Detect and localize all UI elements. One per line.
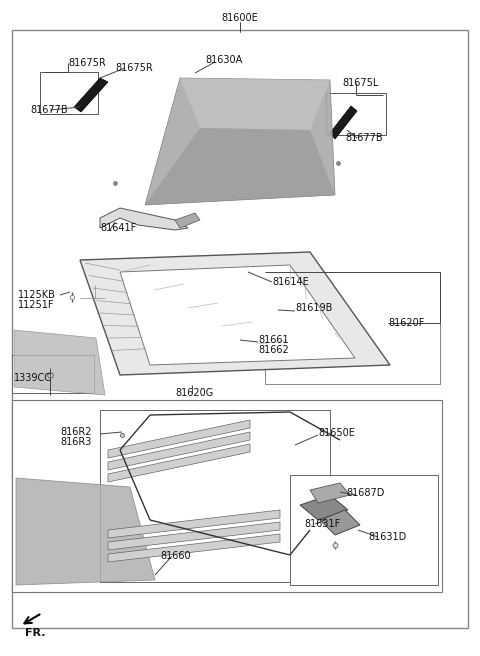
Text: 1339CC: 1339CC	[14, 373, 52, 383]
Polygon shape	[108, 522, 280, 550]
Text: 81631D: 81631D	[368, 532, 406, 542]
Polygon shape	[120, 265, 355, 365]
Text: 81641F: 81641F	[100, 223, 136, 233]
Polygon shape	[108, 444, 250, 482]
Polygon shape	[100, 208, 188, 230]
Polygon shape	[330, 106, 357, 139]
Text: 81675R: 81675R	[68, 58, 106, 68]
Polygon shape	[16, 478, 155, 585]
Text: 81620G: 81620G	[175, 388, 213, 398]
Text: 816R3: 816R3	[60, 437, 91, 447]
Polygon shape	[108, 510, 280, 538]
Text: 1125KB: 1125KB	[18, 290, 56, 300]
Bar	[40, 72, 98, 114]
Bar	[326, 93, 386, 135]
Text: 81650E: 81650E	[318, 428, 355, 438]
Bar	[12, 355, 94, 393]
Polygon shape	[145, 78, 335, 205]
Polygon shape	[320, 510, 360, 535]
Text: 81620F: 81620F	[388, 318, 424, 328]
Text: 81600E: 81600E	[222, 13, 258, 23]
Bar	[265, 272, 440, 384]
Text: 81619B: 81619B	[295, 303, 332, 313]
Text: 81675L: 81675L	[342, 78, 378, 88]
Polygon shape	[145, 128, 335, 205]
Text: 81662: 81662	[258, 345, 289, 355]
Polygon shape	[310, 483, 350, 503]
Text: 81631F: 81631F	[304, 519, 340, 529]
Text: 81660: 81660	[160, 551, 191, 561]
Polygon shape	[108, 432, 250, 470]
Text: 81677B: 81677B	[345, 133, 383, 143]
Polygon shape	[14, 330, 105, 395]
Text: 81687D: 81687D	[346, 488, 384, 498]
Bar	[12, 400, 442, 592]
Text: 81675R: 81675R	[115, 63, 153, 73]
Text: 81677B: 81677B	[30, 105, 68, 115]
Text: 81630A: 81630A	[205, 55, 242, 65]
Text: FR.: FR.	[25, 628, 46, 638]
Bar	[290, 475, 438, 585]
Polygon shape	[80, 252, 390, 375]
Text: 81614E: 81614E	[272, 277, 309, 287]
Polygon shape	[108, 420, 250, 458]
Polygon shape	[74, 78, 108, 112]
Polygon shape	[108, 534, 280, 562]
Text: 81661: 81661	[258, 335, 288, 345]
Polygon shape	[180, 78, 330, 130]
Text: 816R2: 816R2	[60, 427, 92, 437]
Polygon shape	[175, 213, 200, 228]
Text: 11251F: 11251F	[18, 300, 55, 310]
Bar	[100, 410, 330, 582]
Polygon shape	[300, 495, 348, 520]
